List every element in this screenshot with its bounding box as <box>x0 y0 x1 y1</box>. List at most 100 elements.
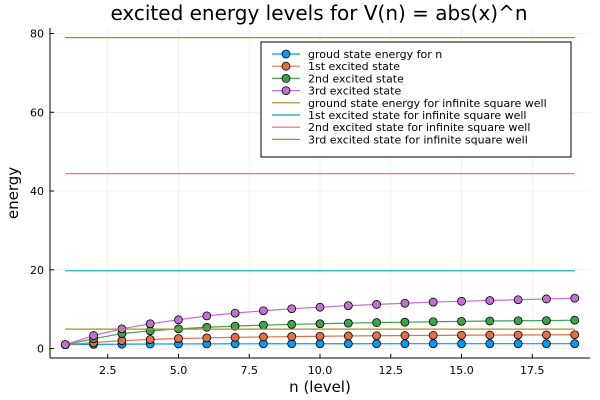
data-point <box>457 316 466 326</box>
y-tick-label: 40 <box>30 185 44 198</box>
data-point <box>485 316 495 326</box>
data-point <box>287 319 297 329</box>
series-2 <box>60 330 580 350</box>
legend-label: 3rd excited state <box>308 85 401 98</box>
legend-marker <box>281 74 291 83</box>
legend-item: 3rd excited state for infinite square we… <box>272 133 528 146</box>
legend-marker <box>281 49 291 59</box>
data-point <box>230 332 240 342</box>
x-tick-label: 12.5 <box>379 364 404 377</box>
y-tick-label: 60 <box>30 106 44 119</box>
data-point <box>457 339 466 349</box>
data-point <box>400 339 410 349</box>
data-point <box>372 331 382 341</box>
x-tick-label: 10.0 <box>308 364 333 377</box>
data-point <box>202 311 212 321</box>
legend-item: 3rd excited state <box>272 85 401 98</box>
legend-item: ground state energy for infinite square … <box>272 97 547 110</box>
legend-marker <box>281 61 291 71</box>
data-point <box>287 332 297 341</box>
data-point <box>513 316 523 326</box>
data-point <box>343 318 353 328</box>
y-axis-title: energy <box>4 167 22 219</box>
data-point <box>513 295 523 305</box>
data-point <box>400 331 410 340</box>
data-point <box>457 296 466 306</box>
data-point <box>343 331 353 341</box>
data-point <box>428 317 438 327</box>
data-point <box>174 334 183 343</box>
data-point <box>400 298 410 308</box>
data-point <box>428 330 438 340</box>
chart-title: excited energy levels for V(n) = abs(x)^… <box>110 1 527 25</box>
data-point <box>513 339 523 349</box>
legend-item: groud state energy for n <box>272 48 442 61</box>
data-point <box>570 293 580 303</box>
series-4 <box>60 293 580 350</box>
x-tick-label: 2.5 <box>99 364 117 377</box>
data-point <box>513 330 523 340</box>
data-point <box>570 330 580 340</box>
data-point <box>287 304 297 314</box>
legend-label: 2nd excited state for infinite square we… <box>308 121 530 134</box>
data-point <box>202 322 212 332</box>
data-point <box>542 339 551 349</box>
data-point <box>258 332 268 342</box>
data-point <box>145 335 155 344</box>
y-tick-label: 0 <box>37 343 44 356</box>
legend-label: 2nd excited state <box>308 72 404 85</box>
data-point <box>230 321 240 331</box>
legend-label: ground state energy for infinite square … <box>308 97 547 110</box>
y-ticks: 0 20 40 60 80 <box>30 28 54 356</box>
legend-item: 2nd excited state for infinite square we… <box>272 121 530 134</box>
legend-label: 1st excited state for infinite square we… <box>308 109 527 122</box>
legend-box <box>260 41 572 158</box>
data-point <box>343 301 353 311</box>
data-point <box>287 339 297 349</box>
data-point <box>428 339 438 349</box>
data-point <box>174 315 183 325</box>
x-ticks: 2.5 5.0 7.5 10.0 12.5 15.0 17.5 <box>99 354 545 377</box>
data-point <box>570 315 580 325</box>
data-point <box>202 333 212 343</box>
data-point <box>457 330 466 340</box>
data-point <box>542 294 551 304</box>
data-point <box>400 317 410 327</box>
data-point <box>258 320 268 330</box>
legend-label: groud state energy for n <box>308 48 442 61</box>
data-point <box>315 339 325 349</box>
data-point <box>315 302 325 312</box>
data-point <box>230 308 240 318</box>
data-point <box>570 339 580 349</box>
data-point <box>485 296 495 305</box>
data-point <box>343 339 353 349</box>
data-point <box>315 319 325 329</box>
x-tick-label: 17.5 <box>520 364 545 377</box>
series-layer <box>60 37 580 350</box>
data-point <box>542 316 551 325</box>
data-point <box>145 319 155 329</box>
data-point <box>258 306 268 316</box>
data-point <box>428 297 438 307</box>
data-point <box>89 331 98 340</box>
y-tick-label: 20 <box>30 264 44 277</box>
series-3 <box>60 315 580 350</box>
x-tick-label: 7.5 <box>240 364 258 377</box>
legend-marker <box>281 86 291 95</box>
data-point <box>372 300 382 309</box>
data-point <box>372 339 382 349</box>
legend-item: 2nd excited state <box>272 72 404 85</box>
x-axis-title: n (level) <box>289 378 351 396</box>
data-point <box>485 330 495 340</box>
legend-label: 3rd excited state for infinite square we… <box>308 133 528 146</box>
data-point <box>542 330 551 340</box>
x-tick-label: 5.0 <box>170 364 188 377</box>
data-point <box>485 339 495 349</box>
data-point <box>315 331 325 341</box>
data-point <box>60 340 70 350</box>
x-tick-label: 15.0 <box>449 364 474 377</box>
data-point <box>372 318 382 327</box>
legend-label: 1st excited state <box>308 60 400 73</box>
